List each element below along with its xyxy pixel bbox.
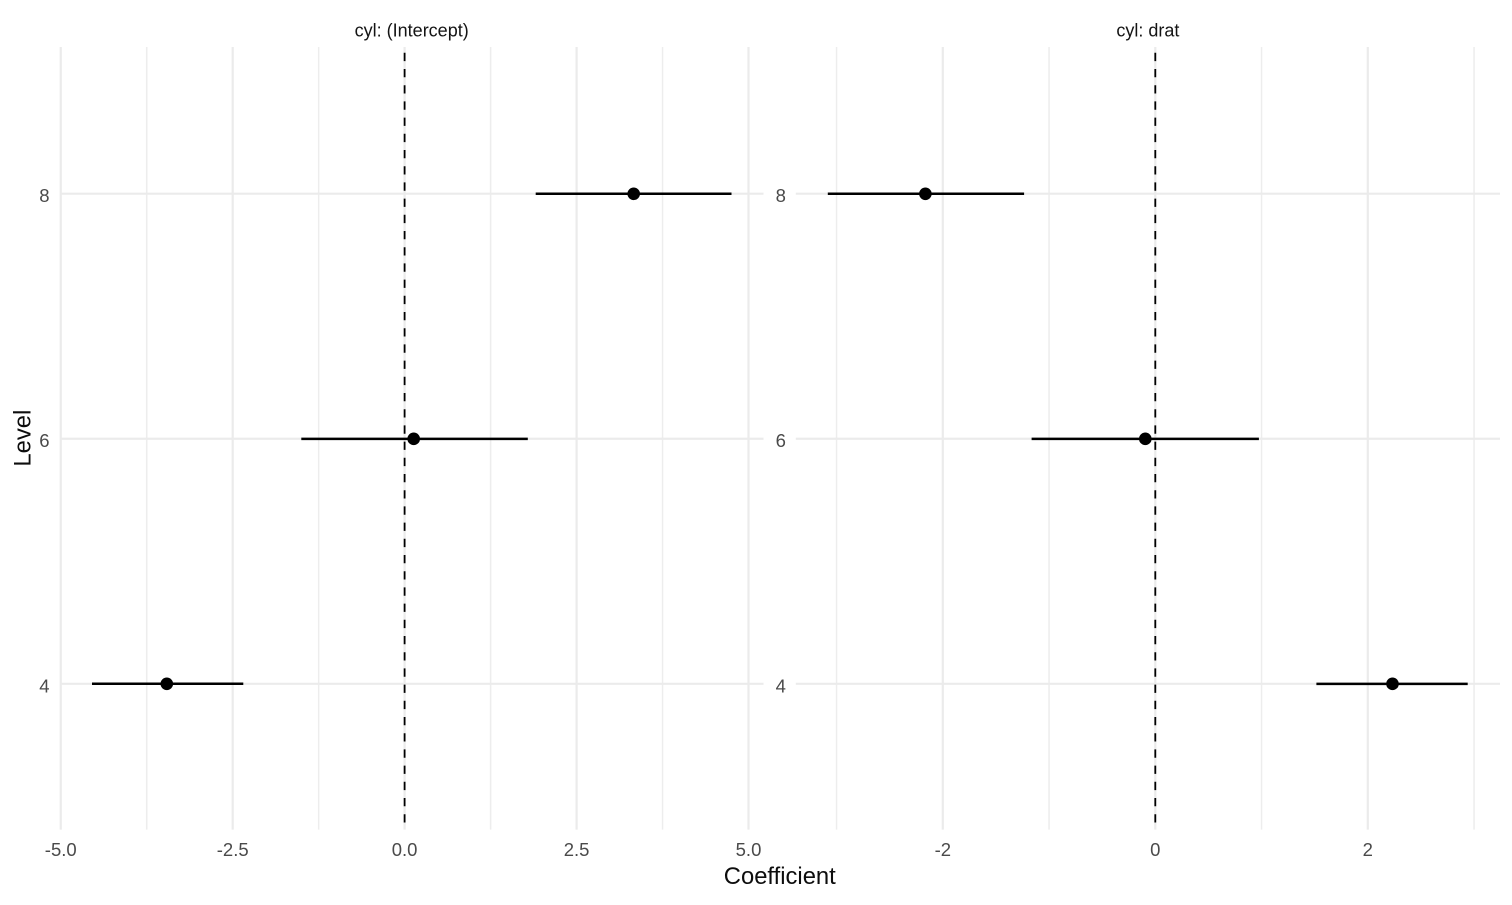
svg-text:8: 8	[39, 185, 49, 206]
svg-text:2: 2	[1363, 839, 1373, 860]
svg-text:-2: -2	[935, 839, 951, 860]
svg-text:6: 6	[39, 430, 49, 451]
svg-text:Level: Level	[9, 410, 36, 467]
svg-text:cyl: (Intercept): cyl: (Intercept)	[355, 21, 469, 41]
svg-text:4: 4	[776, 675, 786, 696]
svg-text:-5.0: -5.0	[45, 839, 77, 860]
svg-text:5.0: 5.0	[736, 839, 762, 860]
svg-text:cyl: drat: cyl: drat	[1116, 21, 1179, 41]
svg-text:2.5: 2.5	[564, 839, 590, 860]
svg-text:Coefficient: Coefficient	[724, 863, 836, 890]
svg-text:6: 6	[776, 430, 786, 451]
svg-text:4: 4	[39, 675, 49, 696]
svg-text:0.0: 0.0	[392, 839, 418, 860]
svg-text:-2.5: -2.5	[217, 839, 249, 860]
svg-text:8: 8	[776, 185, 786, 206]
svg-text:0: 0	[1150, 839, 1160, 860]
